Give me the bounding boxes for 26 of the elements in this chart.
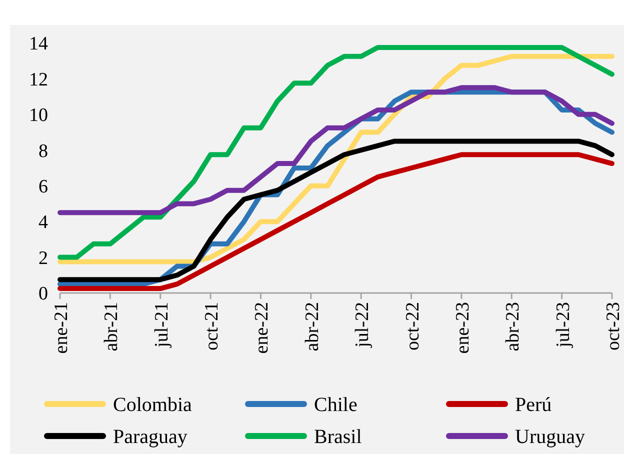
x-tick-label: abr-23 <box>502 302 524 352</box>
legend-label: Perú <box>515 394 552 416</box>
x-tick-label: ene-23 <box>452 302 474 354</box>
legend-label: Brasil <box>314 426 362 448</box>
y-tick-label: 6 <box>38 176 48 198</box>
y-tick-label: 10 <box>29 105 48 126</box>
y-tick-label: 14 <box>29 34 48 55</box>
y-tick-label: 4 <box>38 212 48 234</box>
legend-label: Uruguay <box>515 426 585 448</box>
x-tick-label: ene-22 <box>252 302 273 354</box>
y-tick-label: 2 <box>38 248 48 269</box>
y-tick-label: 12 <box>29 69 48 90</box>
x-tick-label: oct-21 <box>202 302 223 351</box>
y-tick-label: 0 <box>38 284 48 305</box>
x-tick-label: oct-23 <box>603 302 624 351</box>
x-tick-label: abr-21 <box>101 302 122 352</box>
y-tick-label: 8 <box>38 140 48 162</box>
x-tick-label: jul-23 <box>552 302 574 348</box>
legend-label: Paraguay <box>113 426 188 448</box>
x-tick-label: jul-21 <box>151 302 172 348</box>
legend-label: Chile <box>314 394 358 416</box>
x-tick-label: jul-22 <box>352 302 374 348</box>
x-tick-label: abr-22 <box>302 302 323 352</box>
legend-label: Colombia <box>113 394 192 416</box>
x-tick-label: ene-21 <box>51 302 72 354</box>
x-tick-label: oct-22 <box>402 302 424 351</box>
